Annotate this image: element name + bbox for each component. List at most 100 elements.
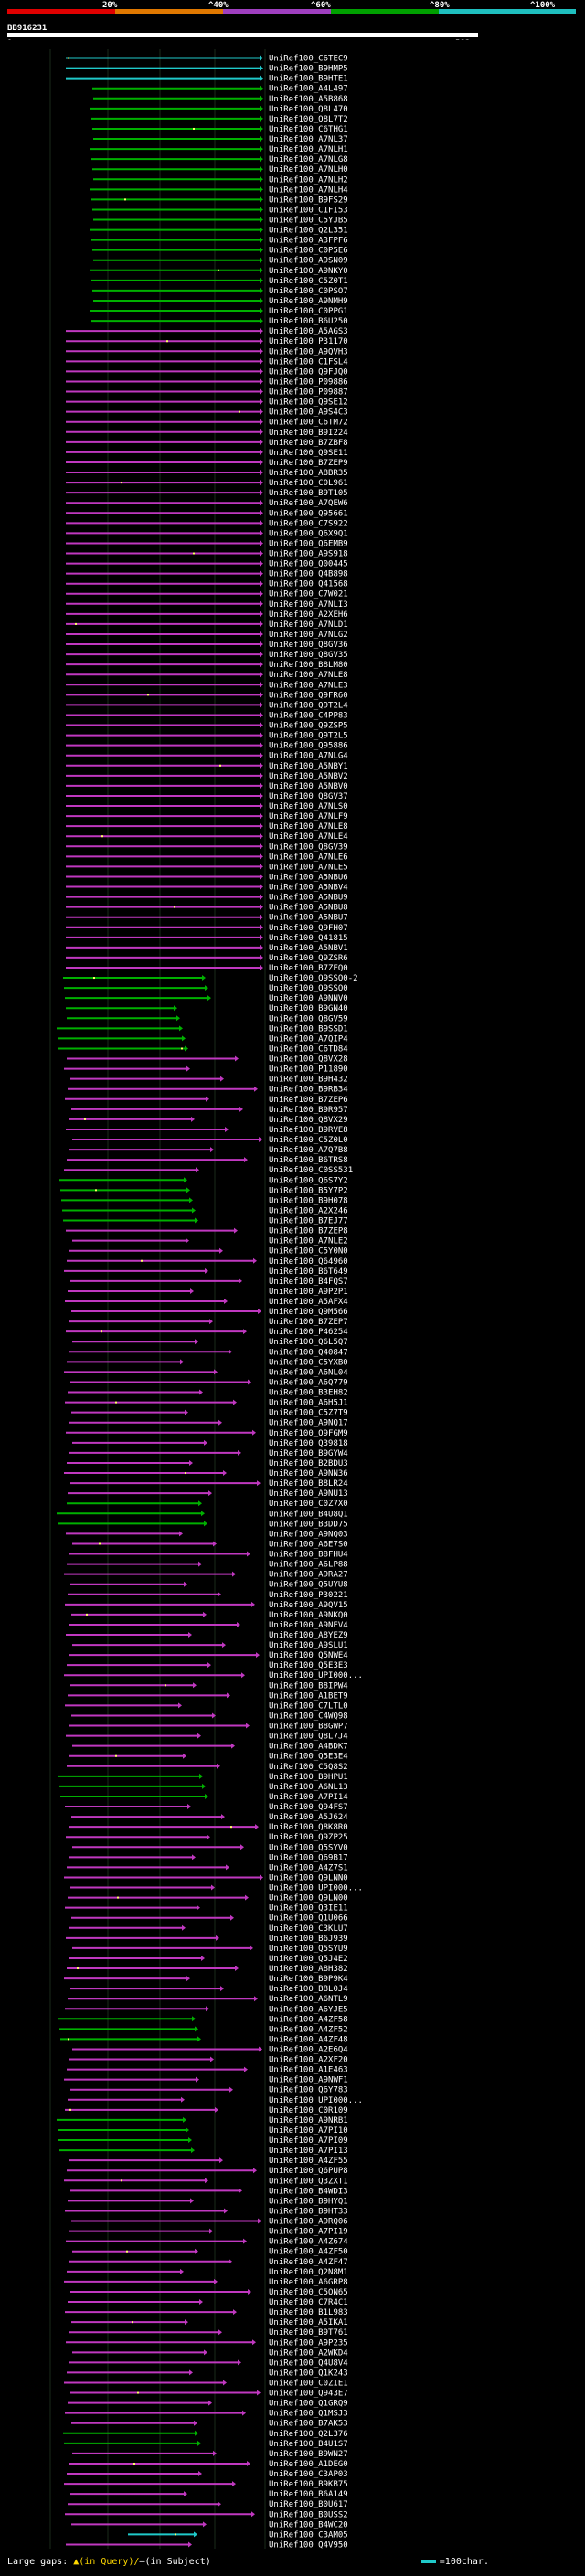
hit-label[interactable]: UniRef100_Q943E7	[269, 2390, 348, 2399]
hit-label[interactable]: UniRef100_A7PI14	[269, 1793, 348, 1802]
hit-label[interactable]: UniRef100_A7NLE3	[269, 681, 348, 690]
hit-label[interactable]: UniRef100_A5NBY1	[269, 762, 348, 771]
hit-label[interactable]: UniRef100_C5YJB5	[269, 217, 348, 226]
hit-label[interactable]: UniRef100_C7W021	[269, 590, 348, 599]
hit-label[interactable]: UniRef100_A9P2P1	[269, 1288, 348, 1297]
hit-label[interactable]: UniRef100_A5IKA1	[269, 2318, 348, 2327]
hit-label[interactable]: UniRef100_A6YJE5	[269, 2005, 348, 2014]
hit-label[interactable]: UniRef100_A1DEG0	[269, 2460, 348, 2469]
hit-label[interactable]: UniRef100_A5NBV1	[269, 944, 348, 953]
hit-label[interactable]: UniRef100_A7NLI3	[269, 600, 348, 610]
hit-label[interactable]: UniRef100_Q9FJQ0	[269, 367, 348, 376]
hit-label[interactable]: UniRef100_C6TEC9	[269, 55, 348, 64]
hit-label[interactable]: UniRef100_A7NLE8	[269, 822, 348, 832]
hit-label[interactable]: UniRef100_A9NQ03	[269, 1530, 348, 1539]
hit-label[interactable]: UniRef100_UPI000...	[269, 1884, 363, 1893]
hit-label[interactable]: UniRef100_A9QVH3	[269, 347, 348, 356]
hit-label[interactable]: UniRef100_B9FS29	[269, 196, 348, 205]
hit-label[interactable]: UniRef100_A7NLG4	[269, 752, 348, 761]
hit-label[interactable]: UniRef100_A7PI19	[269, 2228, 348, 2237]
hit-label[interactable]: UniRef100_A4ZF52	[269, 2025, 348, 2034]
hit-label[interactable]: UniRef100_C0Z7X0	[269, 1500, 348, 1509]
hit-label[interactable]: UniRef100_Q8GV36	[269, 641, 348, 650]
hit-label[interactable]: UniRef100_Q8K8R0	[269, 1823, 348, 1832]
hit-label[interactable]: UniRef100_A6NL04	[269, 1368, 348, 1377]
hit-label[interactable]: UniRef100_Q6X9Q1	[269, 529, 348, 538]
hit-label[interactable]: UniRef100_B3EH82	[269, 1389, 348, 1398]
hit-label[interactable]: UniRef100_Q8GV59	[269, 1014, 348, 1023]
hit-label[interactable]: UniRef100_P31170	[269, 337, 348, 346]
hit-label[interactable]: UniRef100_C1FI53	[269, 206, 348, 215]
hit-label[interactable]: UniRef100_B2BDU3	[269, 1459, 348, 1468]
hit-label[interactable]: UniRef100_Q8GV39	[269, 843, 348, 852]
hit-label[interactable]: UniRef100_A7PI13	[269, 2147, 348, 2156]
hit-label[interactable]: UniRef100_A6E7S0	[269, 1540, 348, 1549]
hit-label[interactable]: UniRef100_B9P9K4	[269, 1975, 348, 1984]
hit-label[interactable]: UniRef100_A9P235	[269, 2338, 348, 2348]
hit-label[interactable]: UniRef100_A4Z674	[269, 2238, 348, 2247]
hit-label[interactable]: UniRef100_Q9LN00	[269, 1894, 348, 1903]
hit-label[interactable]: UniRef100_C0L961	[269, 479, 348, 488]
hit-label[interactable]: UniRef100_B4U1S7	[269, 2440, 348, 2449]
hit-label[interactable]: UniRef100_A9NQ17	[269, 1419, 348, 1428]
hit-label[interactable]: UniRef100_Q9SSQ0	[269, 984, 348, 993]
hit-label[interactable]: UniRef100_C4WQ98	[269, 1712, 348, 1721]
hit-label[interactable]: UniRef100_Q1MSJ3	[269, 2410, 348, 2419]
hit-label[interactable]: UniRef100_B9GN40	[269, 1004, 348, 1013]
hit-label[interactable]: UniRef100_Q9ZP25	[269, 1833, 348, 1842]
hit-label[interactable]: UniRef100_B1L983	[269, 2308, 348, 2317]
hit-label[interactable]: UniRef100_A9NEV4	[269, 1621, 348, 1630]
hit-label[interactable]: UniRef100_B6T649	[269, 1267, 348, 1277]
hit-label[interactable]: UniRef100_A6GRP8	[269, 2278, 348, 2287]
hit-label[interactable]: UniRef100_A6NTL9	[269, 1995, 348, 2004]
hit-label[interactable]: UniRef100_Q9LNN0	[269, 1873, 348, 1882]
hit-label[interactable]: UniRef100_B4WC20	[269, 2520, 348, 2529]
hit-label[interactable]: UniRef100_A5NBV4	[269, 884, 348, 893]
hit-label[interactable]: UniRef100_A9QV15	[269, 1601, 348, 1610]
hit-label[interactable]: UniRef100_B9SSD1	[269, 1024, 348, 1034]
hit-label[interactable]: UniRef100_C3AM05	[269, 2530, 348, 2539]
hit-label[interactable]: UniRef100_Q9FR60	[269, 691, 348, 700]
hit-label[interactable]: UniRef100_A7NLH0	[269, 165, 348, 175]
hit-label[interactable]: UniRef100_C5Q8S2	[269, 1763, 348, 1772]
hit-label[interactable]: UniRef100_B9HMP5	[269, 65, 348, 74]
hit-label[interactable]: UniRef100_UPI000...	[269, 2096, 363, 2105]
hit-label[interactable]: UniRef100_A9SLU1	[269, 1641, 348, 1650]
hit-label[interactable]: UniRef100_B6A149	[269, 2490, 348, 2499]
hit-label[interactable]: UniRef100_A1BET9	[269, 1691, 348, 1701]
hit-label[interactable]: UniRef100_B9R957	[269, 1106, 348, 1115]
hit-label[interactable]: UniRef100_Q95661	[269, 509, 348, 518]
hit-label[interactable]: UniRef100_A6LP88	[269, 1561, 348, 1570]
hit-label[interactable]: UniRef100_C7LTL0	[269, 1701, 348, 1711]
hit-label[interactable]: UniRef100_B9H078	[269, 1196, 348, 1205]
hit-label[interactable]: UniRef100_C0ZIE1	[269, 2379, 348, 2388]
hit-label[interactable]: UniRef100_C5QN65	[269, 2288, 348, 2297]
hit-label[interactable]: UniRef100_Q8L7J4	[269, 1733, 348, 1742]
hit-label[interactable]: UniRef100_A7NLE4	[269, 832, 348, 842]
hit-label[interactable]: UniRef100_A7NLE2	[269, 1237, 348, 1246]
hit-label[interactable]: UniRef100_A8YEZ9	[269, 1631, 348, 1640]
hit-label[interactable]: UniRef100_Q3ZXT1	[269, 2177, 348, 2186]
hit-label[interactable]: UniRef100_A2X246	[269, 1206, 348, 1215]
hit-label[interactable]: UniRef100_P30221	[269, 1591, 348, 1600]
hit-label[interactable]: UniRef100_Q2L351	[269, 227, 348, 236]
hit-label[interactable]: UniRef100_C0PSO7	[269, 287, 348, 296]
hit-label[interactable]: UniRef100_A9NKQ0	[269, 1611, 348, 1620]
hit-label[interactable]: UniRef100_A4ZF55	[269, 2157, 348, 2166]
hit-label[interactable]: UniRef100_A9NU13	[269, 1489, 348, 1499]
hit-label[interactable]: UniRef100_A4ZF47	[269, 2258, 348, 2267]
hit-label[interactable]: UniRef100_Q40847	[269, 1348, 348, 1357]
hit-label[interactable]: UniRef100_A1E463	[269, 2066, 348, 2075]
hit-label[interactable]: UniRef100_Q8L7T2	[269, 115, 348, 124]
hit-label[interactable]: UniRef100_B9HPU1	[269, 1773, 348, 1782]
hit-label[interactable]: UniRef100_Q8GV37	[269, 792, 348, 801]
hit-label[interactable]: UniRef100_B9HYQ1	[269, 2197, 348, 2206]
hit-label[interactable]: UniRef100_Q9FH07	[269, 924, 348, 933]
hit-label[interactable]: UniRef100_B6TRS8	[269, 1156, 348, 1165]
hit-label[interactable]: UniRef100_A9NMH9	[269, 297, 348, 306]
hit-label[interactable]: UniRef100_Q5UYU8	[269, 1581, 348, 1590]
hit-label[interactable]: UniRef100_A4Z7S1	[269, 1863, 348, 1872]
hit-label[interactable]: UniRef100_C0PPG1	[269, 307, 348, 316]
hit-label[interactable]: UniRef100_A5AFX4	[269, 1298, 348, 1307]
hit-label[interactable]: UniRef100_A7QIP4	[269, 1034, 348, 1044]
